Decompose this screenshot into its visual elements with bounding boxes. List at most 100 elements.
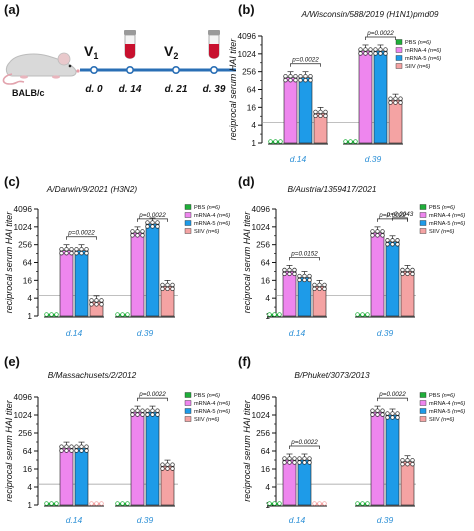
bar <box>370 411 385 506</box>
data-point <box>318 113 323 119</box>
x-group-label: d.14 <box>290 154 307 164</box>
data-point <box>373 47 378 52</box>
data-point <box>160 282 165 288</box>
legend-sample-size: (n=6) <box>417 64 430 70</box>
y-tick-label: 4096 <box>252 392 271 402</box>
p-value-label: p=0.0152 <box>290 250 318 257</box>
data-point <box>135 412 140 417</box>
p-value-label: p=0.0022 <box>378 391 406 398</box>
data-point <box>287 460 292 465</box>
data-point <box>59 448 64 453</box>
significance-bracket <box>137 397 168 402</box>
chart-title: A/Darwin/9/2021 (H3N2) <box>46 184 138 194</box>
bar <box>373 50 388 144</box>
data-point <box>303 74 308 79</box>
data-point <box>135 229 140 234</box>
data-point <box>84 448 89 453</box>
x-group-label: d.39 <box>137 515 154 525</box>
legend-entry: mRNA-5 (n=6) <box>405 56 441 62</box>
bar <box>385 414 400 506</box>
data-point <box>49 501 54 506</box>
legend-swatch <box>184 392 192 398</box>
data-point <box>287 267 292 273</box>
legend-entry: mRNA-5 (n=6) <box>194 221 230 227</box>
data-point <box>322 501 327 506</box>
data-point <box>44 312 49 317</box>
significance-bracket <box>392 217 408 221</box>
legend-series-name: SIIV <box>405 64 417 70</box>
data-point <box>365 501 370 506</box>
data-point <box>140 408 145 413</box>
legend-sample-size: (n=6) <box>452 409 465 415</box>
data-point <box>410 267 415 273</box>
bar <box>297 277 312 317</box>
data-point <box>375 408 380 413</box>
data-point <box>69 247 74 252</box>
data-point <box>343 139 348 144</box>
data-point <box>282 456 287 461</box>
legend-series-name: SIIV <box>429 229 441 235</box>
data-point <box>390 411 395 416</box>
data-point <box>395 238 400 243</box>
data-point <box>385 242 390 247</box>
p-value-label: p=0.0022 <box>291 57 319 64</box>
data-point <box>363 51 368 56</box>
data-point <box>322 286 327 292</box>
data-point <box>170 462 175 467</box>
legend-sample-size: (n=6) <box>217 409 230 415</box>
data-point <box>94 302 99 307</box>
y-tick-label: 16 <box>261 275 271 285</box>
bar <box>130 411 145 506</box>
data-point <box>292 271 297 277</box>
data-point <box>170 286 175 292</box>
data-point <box>115 312 120 317</box>
data-point <box>277 501 282 506</box>
data-point <box>170 466 175 471</box>
data-point <box>94 501 99 506</box>
y-axis-label: reciprocal serum HAI titer <box>228 38 238 141</box>
y-tick-label: 4096 <box>14 392 33 402</box>
legend-entry: mRNA-5 (n=6) <box>194 409 230 415</box>
legend-entry: mRNA-4 (n=6) <box>405 48 441 54</box>
data-point <box>385 238 390 243</box>
legend-swatch <box>184 212 192 218</box>
data-point <box>400 462 405 467</box>
p-value-label: p=0.0043 <box>386 211 414 218</box>
data-point <box>395 415 400 420</box>
data-point <box>99 298 104 303</box>
data-point <box>120 501 125 506</box>
data-point <box>69 448 74 453</box>
data-point <box>267 312 272 317</box>
data-point <box>355 501 360 506</box>
significance-bracket <box>66 236 97 240</box>
data-point <box>130 229 135 234</box>
y-axis-label: reciprocal serum HAI titer <box>4 399 14 502</box>
y-tick-label: 16 <box>23 464 33 474</box>
bar <box>145 411 160 506</box>
data-point <box>317 286 322 292</box>
data-point <box>302 460 307 465</box>
legend-entry: mRNA-4 (n=6) <box>429 213 465 219</box>
y-tick-label: 4 <box>27 293 32 303</box>
data-point <box>380 229 385 234</box>
legend-series-name: PBS <box>405 40 418 46</box>
data-point <box>375 233 380 238</box>
legend-swatch <box>419 212 427 218</box>
data-point <box>287 271 292 277</box>
data-point <box>79 448 84 453</box>
legend-series-name: SIIV <box>194 417 206 423</box>
day-label: d. 21 <box>165 84 188 95</box>
data-point <box>160 286 165 292</box>
y-axis-label: reciprocal serum HAI titer <box>242 399 252 502</box>
chart-panel-d: (d) B/Austria/1359417/2021 1 4 16 64 256 1024 40… <box>238 174 465 338</box>
data-point <box>69 444 74 449</box>
bar <box>358 50 373 144</box>
legend-swatch <box>184 416 192 422</box>
legend-sample-size: (n=6) <box>428 56 441 62</box>
legend-sample-size: (n=6) <box>452 401 465 407</box>
data-point <box>313 109 318 115</box>
bar <box>59 447 74 506</box>
timeline-node-d14 <box>126 66 135 75</box>
y-tick-label: 1 <box>265 500 270 510</box>
legend-entry: SIIV (n=6) <box>429 417 454 423</box>
